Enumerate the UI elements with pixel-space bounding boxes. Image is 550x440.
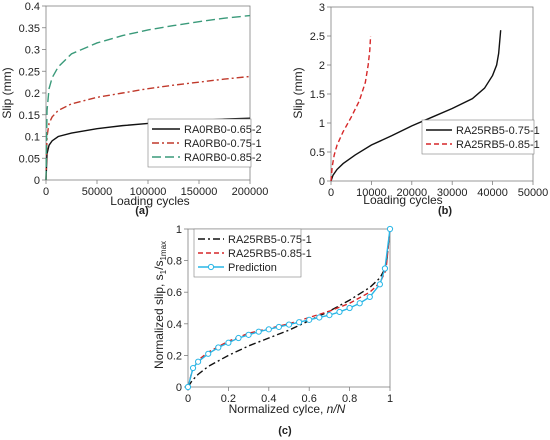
series-line-2 — [330, 35, 372, 182]
y-tick-label: 0.4 — [167, 319, 182, 331]
series-line-2 — [45, 75, 251, 181]
y-tick-label: 3 — [319, 2, 325, 14]
x-tick-label: 10000 — [356, 187, 387, 199]
data-point — [265, 326, 272, 333]
panel-label: (c) — [278, 425, 292, 437]
legend-box — [421, 119, 535, 155]
y-tick-label: 0.8 — [167, 256, 182, 268]
y-tick-label: 0.5 — [310, 147, 325, 159]
panel-label: (a) — [135, 205, 149, 217]
data-point — [245, 331, 252, 338]
legend-label: Prediction — [228, 262, 277, 274]
y-tick-label: 1 — [176, 224, 182, 236]
y-tick-label: 2.5 — [310, 31, 325, 43]
x-tick-label: 50000 — [518, 187, 549, 199]
data-point — [376, 281, 383, 288]
x-axis-title: Normalized cylce, n/N — [229, 402, 346, 416]
x-tick-label: 0 — [43, 186, 49, 198]
series-line-2 — [187, 228, 391, 388]
panel-label: (b) — [438, 205, 452, 217]
data-point — [326, 312, 333, 319]
data-point — [225, 339, 232, 346]
data-point — [306, 316, 313, 323]
series-line-3 — [45, 14, 251, 181]
legend-marker — [207, 263, 215, 271]
x-tick-label: 40000 — [477, 187, 508, 199]
legend-label: RA0RB0-0.65-2 — [184, 124, 262, 136]
data-point — [184, 383, 192, 391]
chart-panel-1: 0 0.05 0.1 0.15 0.2 0.25 0.3 0.35 0.4 0 50000 10000… — [0, 1, 268, 217]
data-point — [235, 334, 242, 342]
y-tick-label: 0.35 — [19, 23, 40, 35]
x-tick-label: 0.4 — [261, 393, 276, 405]
y-tick-label: 2 — [319, 60, 325, 72]
y-tick-label: 0.6 — [167, 287, 182, 299]
data-point — [366, 293, 373, 301]
data-point — [381, 265, 389, 272]
data-point — [316, 314, 323, 321]
y-tick-label: 0.4 — [25, 1, 40, 13]
y-tick-label: 0 — [34, 175, 40, 187]
x-tick-label: 30000 — [437, 187, 468, 199]
y-axis-title: Slip (mm) — [291, 67, 305, 118]
data-point — [205, 350, 212, 357]
legend-box — [147, 118, 252, 168]
x-tick-label: 150000 — [181, 186, 218, 198]
x-tick-label: 100000 — [130, 186, 167, 198]
chart-panel-3: 0 0.2 0.4 0.6 0.8 1 0 0.2 0.4 0.6 0.8 1 Normalized c… — [152, 224, 394, 437]
y-tick-label: 0.25 — [19, 66, 40, 78]
legend-label: RA25RB5-0.85-1 — [456, 139, 540, 151]
legend-label: RA0RB0-0.75-1 — [184, 138, 262, 150]
y-axis-title: Normalized slip, s1/s1max — [152, 241, 168, 369]
x-axis-title: Loading cycles — [363, 193, 442, 207]
legend: RA0RB0-0.65-2 RA0RB0-0.75-1 RA0RB0-0.85-2 — [147, 118, 262, 168]
x-tick-label: 50000 — [82, 186, 113, 198]
legend-label: RA25RB5-0.75-1 — [228, 234, 312, 246]
legend-label: RA25RB5-0.75-1 — [456, 125, 540, 137]
legend: RA25RB5-0.75-1 RA25RB5-0.85-1 — [421, 119, 540, 155]
y-tick-label: 0.2 — [167, 350, 182, 362]
y-tick-label: 0 — [319, 176, 325, 188]
y-tick-label: 0 — [176, 382, 182, 394]
data-point — [356, 300, 363, 307]
y-tick-label: 0.3 — [25, 45, 40, 57]
x-tick-label: 0.2 — [221, 393, 236, 405]
x-tick-label: 0 — [185, 393, 191, 405]
x-tick-label: 0.8 — [342, 393, 357, 405]
legend-label: RA25RB5-0.85-1 — [228, 248, 312, 260]
legend-label: RA0RB0-0.85-2 — [184, 152, 262, 164]
data-point — [296, 319, 303, 326]
y-tick-label: 1.5 — [310, 89, 325, 101]
y-axis-title: Slip (mm) — [0, 67, 14, 118]
series-line-1 — [187, 228, 391, 388]
data-point — [255, 328, 262, 335]
data-point — [189, 364, 197, 372]
legend: RA25RB5-0.75-1 RA25RB5-0.85-1 Prediction — [193, 228, 312, 278]
x-tick-label: 200000 — [232, 186, 269, 198]
data-point — [285, 321, 293, 328]
y-tick-label: 1 — [319, 118, 325, 130]
data-point — [195, 358, 202, 365]
data-point — [336, 308, 343, 316]
y-tick-label: 0.05 — [19, 153, 40, 165]
data-point — [275, 323, 282, 331]
y-tick-label: 0.2 — [25, 88, 40, 100]
x-tick-label: 0.6 — [302, 393, 317, 405]
x-tick-label: 20000 — [397, 187, 428, 199]
x-axis-title: Loading cycles — [110, 194, 189, 208]
data-point — [215, 344, 222, 351]
data-point — [386, 225, 394, 233]
x-tick-label: 1 — [387, 393, 393, 405]
chart-panel-2: 0 0.5 1 1.5 2 2.5 3 0 10000 20000 30000 40000 50000 L… — [291, 2, 548, 217]
data-point — [346, 304, 353, 312]
x-tick-label: 0 — [328, 187, 334, 199]
y-tick-label: 0.1 — [25, 132, 40, 144]
plot-area-frame — [330, 6, 534, 182]
y-tick-label: 0.15 — [19, 110, 40, 122]
